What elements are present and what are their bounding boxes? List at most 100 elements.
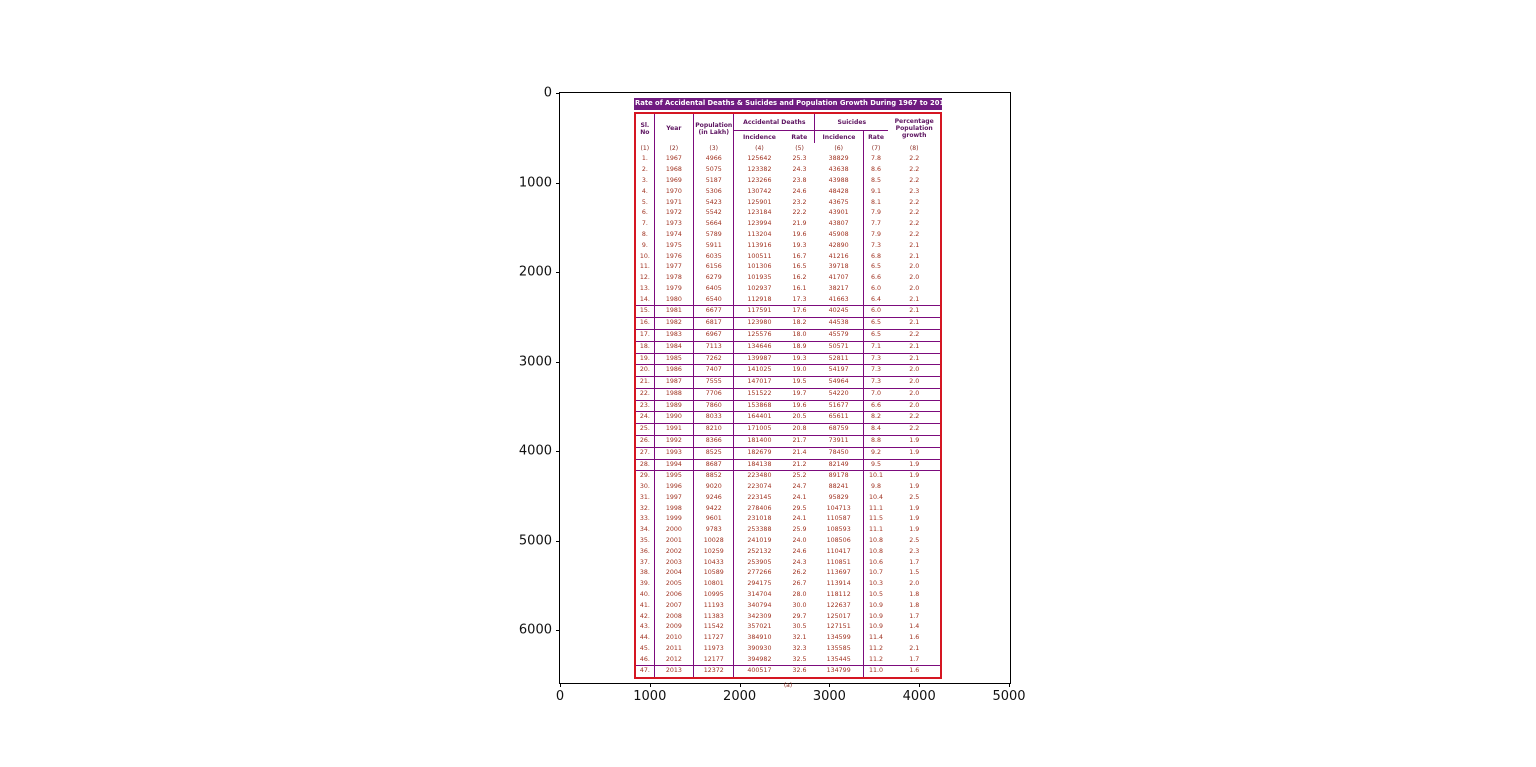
table-cell: 1985 (654, 352, 695, 365)
table-cell: 47. (635, 665, 655, 679)
table-cell: 19.0 (784, 364, 815, 377)
table-cell: 26. (635, 435, 655, 448)
table-cell: 1.9 (909, 483, 920, 491)
table-cell: 147017 (733, 376, 785, 389)
table-cell: 123184 (747, 209, 772, 217)
table-cell: 123980 (733, 317, 785, 330)
table-cell: 21.4 (784, 446, 815, 460)
table-cell: 8033 (693, 411, 735, 424)
table-cell: 38. (635, 568, 655, 580)
table-cell: 390930 (747, 644, 772, 652)
table-cell: 21.2 (784, 458, 815, 471)
table-cell: 19.5 (784, 376, 815, 389)
table-cell: 101306 (747, 263, 772, 271)
table-cell: 43638 (814, 165, 864, 177)
table-cell: 8210 (693, 423, 735, 436)
table-cell: 11.4 (869, 634, 884, 642)
table-cell: 2010 (654, 633, 695, 644)
table-cell: 23. (635, 399, 655, 412)
table-cell: 1. (635, 154, 655, 166)
table-row: 37. 2003 10433 253905 24.3 110851 10.6 1.7 (635, 557, 941, 569)
table-cell: 8525 (693, 446, 735, 460)
table-cell: 2.0 (909, 274, 920, 282)
table-cell: 21.9 (792, 220, 807, 228)
table-cell: 134646 (733, 340, 785, 354)
table-cell: 2.1 (909, 644, 920, 652)
x-tick-label: 5000 (992, 689, 1026, 704)
table-cell: 231018 (747, 515, 772, 523)
table-cell: 1972 (654, 208, 695, 220)
table-cell: 25.9 (792, 526, 807, 534)
x-tick-label: 1000 (633, 689, 667, 704)
table-cell: 2. (635, 165, 655, 177)
table-cell: 33. (635, 514, 655, 526)
table-row: 47. 2013 12372 400517 32.6 134799 11.0 1.6 (635, 665, 941, 679)
table-cell: 54197 (814, 364, 864, 377)
table-cell: 38217 (814, 283, 864, 295)
table-cell: 1998 (654, 503, 695, 515)
table-row: 1. 1967 4966 125642 25.3 38829 7.8 2.2 (635, 154, 941, 166)
table-cell: 125017 (814, 611, 864, 623)
table-cell: 151522 (733, 387, 785, 401)
table-row: 40. 2006 10995 314704 28.0 118112 10.5 1.8 (635, 589, 941, 601)
table-cell: 2.0 (888, 364, 941, 377)
table-cell: 123382 (747, 166, 772, 174)
table-cell: 16. (635, 317, 655, 330)
table-cell: 45. (635, 643, 655, 655)
header-su-rate: Rate (868, 133, 884, 141)
table-row: 4. 1970 5306 130742 24.6 48428 9.1 2.3 (635, 186, 941, 198)
table-cell: 10.3 (869, 580, 884, 588)
x-tick-mark (919, 683, 921, 687)
table-cell: 24. (635, 411, 655, 424)
table-cell: 28.0 (792, 590, 807, 598)
table-row: 38. 2004 10589 277266 26.2 113697 10.7 1.5 (635, 568, 941, 580)
table-cell: 2007 (654, 600, 695, 612)
table-row: 10. 1976 6035 100511 16.7 41216 6.8 2.1 (635, 251, 941, 263)
table-row: 26. 1992 8366 181400 21.7 73911 8.8 1.9 (635, 435, 941, 448)
table-cell: 6.8 (871, 252, 882, 260)
table-cell: 357021 (747, 623, 772, 631)
table-cell: 12. (635, 273, 655, 284)
table-cell: 6.6 (871, 274, 882, 282)
table-cell: 18.2 (784, 317, 815, 330)
table-cell: 1.9 (909, 515, 920, 523)
column-number: (6) (814, 143, 864, 155)
table-row: 33. 1999 9601 231018 24.1 110587 11.5 1.9 (635, 514, 941, 526)
table-cell: 22. (635, 387, 655, 401)
table-row: 23. 1989 7860 153868 19.6 51677 6.6 2.0 (635, 399, 941, 412)
table-cell: 1983 (654, 328, 695, 342)
table-cell: 110417 (814, 546, 864, 558)
table-cell: 9.2 (863, 446, 889, 460)
table-cell: 29. (635, 470, 655, 483)
table-cell: 16.2 (792, 274, 807, 282)
table-cell: 43901 (814, 208, 864, 220)
table-cell: 23.8 (792, 177, 807, 185)
table-cell: 314704 (747, 590, 772, 598)
table-row: 34. 2000 9783 253388 25.9 108593 11.1 1.9 (635, 525, 941, 537)
table-row: 28. 1994 8687 184138 21.2 82149 9.5 1.9 (635, 458, 941, 471)
table-cell: 2.3 (909, 547, 920, 555)
table-row: 15. 1981 6677 117591 17.6 40245 6.0 2.1 (635, 305, 941, 318)
table-cell: 184138 (733, 458, 785, 471)
table-cell: 7.1 (863, 340, 889, 354)
table-cell: 1.9 (888, 446, 941, 460)
table-cell: 1.5 (909, 569, 920, 577)
table-cell: 32.6 (784, 665, 815, 679)
table-row: 45. 2011 11973 390930 32.3 135585 11.2 2.1 (635, 643, 941, 655)
table-cell: 23.2 (792, 198, 807, 206)
table-title-bar: Rate of Accidental Deaths & Suicides and… (634, 98, 942, 111)
header-year: Year (654, 113, 695, 144)
table-cell: 25.3 (792, 155, 807, 163)
header-accidental-deaths: Accidental Deaths (733, 113, 816, 132)
table-cell: 8852 (693, 470, 735, 483)
table-cell: 7262 (693, 352, 735, 365)
table-cell: 1996 (654, 482, 695, 493)
header-pct-growth: Percentage Population growth (894, 118, 934, 140)
table-cell: 2006 (654, 589, 695, 601)
table-cell: 10.7 (869, 569, 884, 577)
table-row: 41. 2007 11193 340794 30.0 122637 10.9 1.8 (635, 600, 941, 612)
y-tick-label: 2000 (518, 264, 552, 280)
table-cell: 1.9 (909, 526, 920, 534)
table-row: 5. 1971 5423 125901 23.2 43675 8.1 2.2 (635, 197, 941, 209)
table-cell: 11. (635, 262, 655, 274)
